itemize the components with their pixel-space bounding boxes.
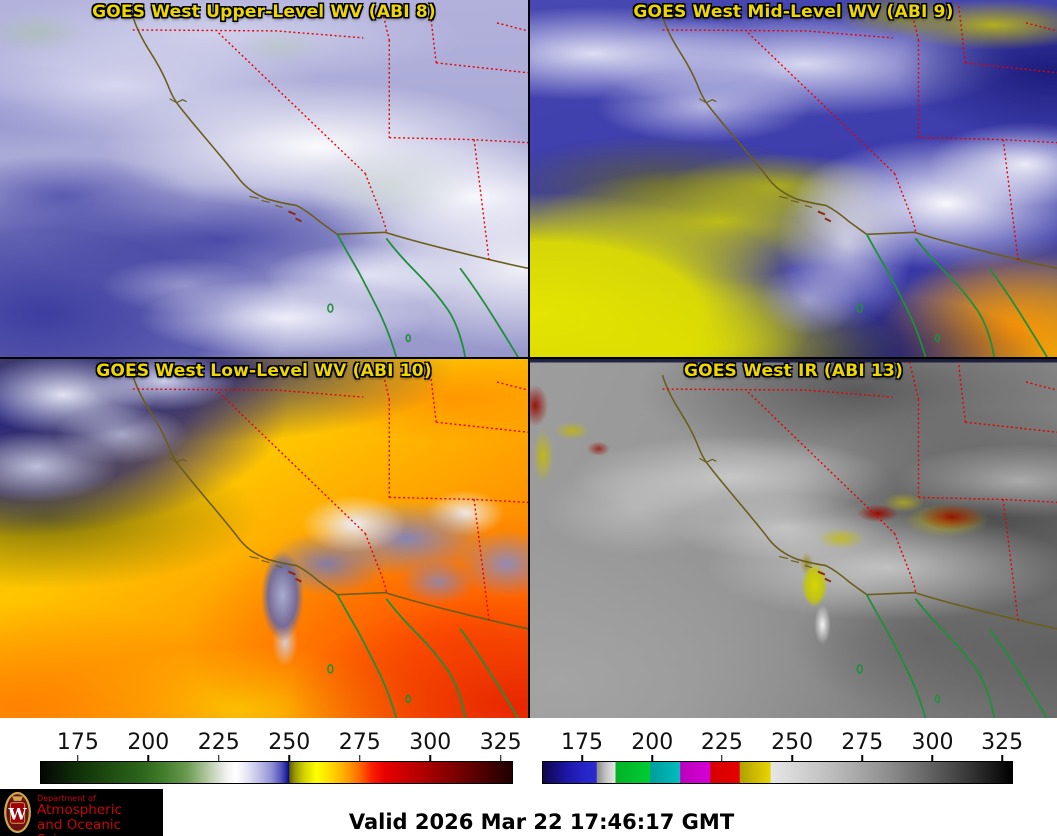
panel-low-level-wv: GOES West Low-Level WV (ABI 10) — [0, 359, 528, 718]
colorbar-section: 175 200 225 250 275 300 325 175 200 225 250 275 300… — [0, 718, 1057, 786]
colorbar-tick-label: 325 — [981, 730, 1024, 755]
footer-bar: W Department of Atmospheric and Oceanic … — [0, 786, 1057, 836]
panel-title-abi13: GOES West IR (ABI 13) — [683, 361, 904, 381]
colorbar-tick-mark — [861, 755, 864, 761]
valid-timestamp: Valid 2026 Mar 22 17:46:17 GMT — [348, 810, 735, 834]
colorbar-tick-label: 250 — [268, 730, 311, 755]
colorbar-tick-mark — [651, 755, 653, 761]
colorbar-tick-label: 175 — [56, 730, 99, 755]
colorbar-tick-label: 175 — [561, 730, 604, 755]
wv-colorbar-inner: 175 200 225 250 275 300 325 — [40, 730, 522, 784]
colorbar-tick-mark — [721, 755, 723, 761]
colorbar-tick-label: 275 — [841, 730, 884, 755]
logo-dept-line: Department of — [37, 794, 96, 803]
ir-colorbar-group: 175 200 225 250 275 300 325 — [529, 718, 1057, 786]
colorbar-tick-mark — [499, 755, 502, 761]
ir-colorbar-inner: 175 200 225 250 275 300 325 — [542, 730, 1023, 784]
map-overlay — [131, 1, 528, 357]
panel-title-abi8: GOES West Upper-Level WV (ABI 8) — [92, 2, 436, 22]
colorbar-tick-label: 300 — [911, 730, 954, 755]
colorbar-tick-label: 200 — [631, 730, 674, 755]
colorbar-tick-label: 225 — [700, 730, 743, 755]
colorbar-tick-mark — [429, 755, 431, 761]
colorbar-tick-mark — [77, 755, 79, 761]
panel-title-abi9: GOES West Mid-Level WV (ABI 9) — [633, 2, 954, 22]
colorbar-tick-label: 300 — [409, 730, 452, 755]
colorbar-tick-mark — [931, 755, 934, 761]
panel-upper-level-wv: GOES West Upper-Level WV (ABI 8) — [0, 0, 528, 357]
logo-name-line2: and Oceanic Sciences — [37, 817, 122, 836]
uw-crest-icon: W — [4, 791, 31, 834]
logo-name-line1: Atmospheric — [37, 802, 122, 818]
map-overlay — [661, 1, 1057, 357]
wv-colorbar-gradient — [40, 761, 513, 784]
uw-monogram: W — [7, 805, 27, 824]
colorbar-tick-label: 200 — [127, 730, 170, 755]
ir-colorbar-labels: 175 200 225 250 275 300 325 — [542, 730, 1023, 755]
colorbar-tick-label: 325 — [479, 730, 522, 755]
ir-colorbar-gradient — [542, 761, 1013, 784]
panel-title-abi10: GOES West Low-Level WV (ABI 10) — [96, 361, 432, 381]
colorbar-tick-label: 225 — [197, 730, 240, 755]
colorbar-tick-mark — [147, 755, 150, 761]
panel-ir: GOES West IR (ABI 13) — [530, 359, 1057, 718]
panel-mid-level-wv: GOES West Mid-Level WV (ABI 9) — [530, 0, 1057, 357]
colorbar-tick-mark — [581, 755, 583, 761]
satellite-quad-grid: GOES West Upper-Level WV (ABI 8) GOES We… — [0, 0, 1057, 718]
map-overlay — [661, 361, 1057, 718]
uw-aos-logo: W Department of Atmospheric and Oceanic … — [0, 789, 163, 836]
colorbar-tick-mark — [358, 755, 361, 761]
ir-colorbar-ticks — [542, 755, 1013, 761]
colorbar-tick-label: 250 — [771, 730, 814, 755]
colorbar-tick-mark — [218, 755, 220, 761]
wv-colorbar-labels: 175 200 225 250 275 300 325 — [40, 730, 522, 755]
wv-colorbar-ticks — [40, 755, 513, 761]
map-overlay — [131, 361, 528, 718]
wv-colorbar-group: 175 200 225 250 275 300 325 — [0, 718, 529, 786]
colorbar-tick-label: 275 — [338, 730, 381, 755]
colorbar-tick-mark — [791, 755, 793, 761]
colorbar-tick-mark — [288, 755, 291, 761]
colorbar-tick-mark — [1001, 755, 1003, 761]
logo-text-block: Department of Atmospheric and Oceanic Sc… — [37, 794, 163, 836]
